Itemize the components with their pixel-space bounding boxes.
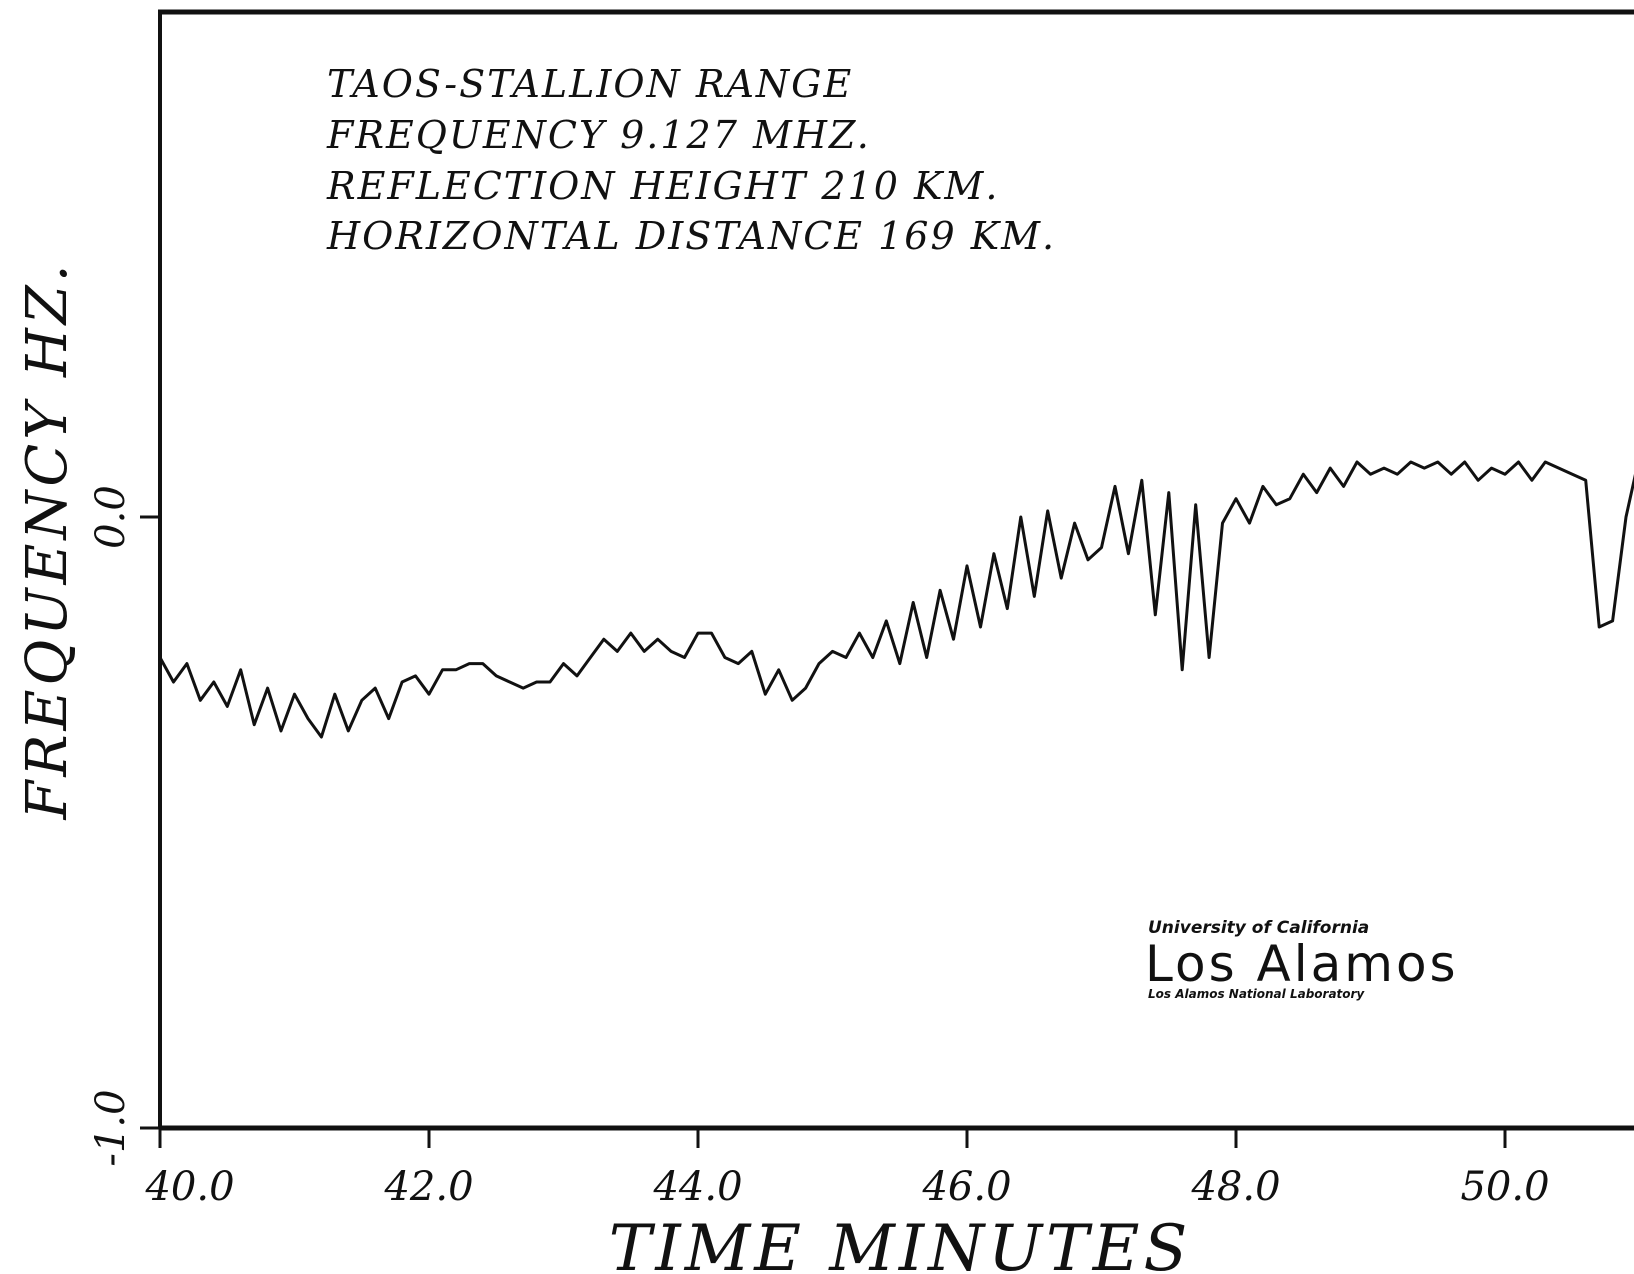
y-ticks: -1.0 0.0 bbox=[88, 485, 160, 1167]
y-tick-label: 0.0 bbox=[88, 485, 134, 549]
annotation-horizontal-distance: HORIZONTAL DISTANCE 169 KM. bbox=[326, 214, 1056, 258]
series-layer bbox=[158, 460, 1634, 739]
logo-university-text: University of California bbox=[1148, 918, 1369, 938]
x-tick-label: 44.0 bbox=[652, 1164, 742, 1210]
y-tick-label: -1.0 bbox=[88, 1089, 134, 1166]
series-line-0 bbox=[158, 460, 1634, 739]
x-tick-label: 40.0 bbox=[144, 1164, 234, 1210]
y-axis-label: FREQUENCY HZ. bbox=[15, 260, 80, 820]
x-ticks: 40.0 42.0 44.0 46.0 48.0 50.0 bbox=[144, 1128, 1550, 1210]
los-alamos-logo: University of California Los Alamos Los … bbox=[1145, 918, 1459, 1001]
x-tick-label: 48.0 bbox=[1190, 1164, 1280, 1210]
x-tick-label: 42.0 bbox=[383, 1164, 473, 1210]
x-tick-label: 50.0 bbox=[1460, 1164, 1549, 1210]
annotation-block: TAOS-STALLION RANGE FREQUENCY 9.127 MHZ.… bbox=[326, 62, 1056, 258]
annotation-reflection-height: REFLECTION HEIGHT 210 KM. bbox=[326, 164, 999, 208]
logo-los-alamos-text: Los Alamos bbox=[1145, 935, 1459, 993]
annotation-range: TAOS-STALLION RANGE bbox=[327, 62, 853, 106]
logo-laboratory-text: Los Alamos National Laboratory bbox=[1148, 987, 1365, 1001]
x-tick-label: 46.0 bbox=[921, 1164, 1011, 1210]
annotation-frequency: FREQUENCY 9.127 MHZ. bbox=[326, 113, 871, 157]
x-axis-label: TIME MINUTES bbox=[609, 1212, 1192, 1274]
